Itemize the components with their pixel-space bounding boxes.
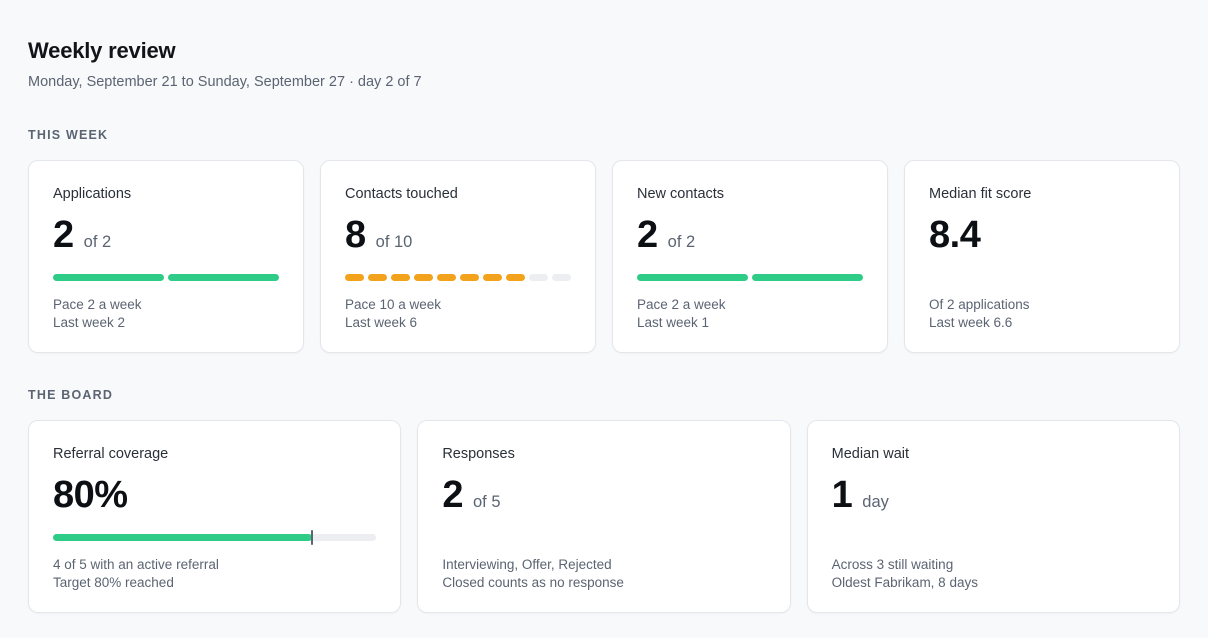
card-notes: Pace 10 a week Last week 6 <box>345 296 571 332</box>
metric: 1 day <box>832 472 1155 520</box>
card-notes: Interviewing, Offer, Rejected Closed cou… <box>442 556 765 592</box>
progress-segment-filled <box>345 274 364 281</box>
card-label: Median fit score <box>929 186 1032 202</box>
progress-segment-filled <box>637 274 748 281</box>
card-median-wait: Median wait 1 day Across 3 still waiting… <box>806 420 1180 613</box>
pace-text: Pace 2 a week <box>53 297 142 312</box>
card-label: New contacts <box>637 186 725 202</box>
metric-value: 8 <box>345 214 366 256</box>
card-notes: Across 3 still waiting Oldest Fabrikam, … <box>832 556 1155 592</box>
oldest-text: Oldest Fabrikam, 8 days <box>831 575 978 590</box>
metric-value: 8.4 <box>929 214 981 256</box>
metric-unit: of 2 <box>83 233 112 251</box>
progress-segment-filled <box>414 274 433 281</box>
segmented-progress-bar <box>345 274 571 281</box>
bar-spacer <box>929 274 1155 281</box>
metric: 8.4 <box>929 212 1155 260</box>
card-new-contacts: New contacts 2 of 2 Pace 2 a week Last w… <box>612 160 888 353</box>
metric: 2 of 2 <box>53 212 279 260</box>
progress-segment-filled <box>506 274 525 281</box>
card-label: Responses <box>442 446 515 462</box>
progress-segment-filled <box>752 274 863 281</box>
basis-text: Of 2 applications <box>929 297 1030 312</box>
card-label: Contacts touched <box>345 186 458 202</box>
metric-unit: day <box>862 493 889 511</box>
metric: 2 of 2 <box>637 212 863 260</box>
progress-segment-filled <box>437 274 456 281</box>
card-notes: Pace 2 a week Last week 2 <box>53 296 279 332</box>
referral-progress-bar <box>53 530 377 545</box>
bar-spacer <box>832 534 1155 541</box>
metric-unit: of 10 <box>375 233 413 251</box>
progress-segment-empty <box>552 274 571 281</box>
target-text: Target 80% reached <box>53 575 174 590</box>
card-notes: Pace 2 a week Last week 1 <box>637 296 863 332</box>
pace-text: Pace 2 a week <box>637 297 726 312</box>
progress-segment-empty <box>529 274 548 281</box>
card-median-fit-score: Median fit score 8.4 Of 2 applications L… <box>904 160 1180 353</box>
progress-segment-filled <box>368 274 387 281</box>
card-applications: Applications 2 of 2 Pace 2 a week Last w… <box>28 160 304 353</box>
last-week-text: Last week 6 <box>345 315 418 330</box>
progress-segment-filled <box>460 274 479 281</box>
progress-fill <box>53 534 312 541</box>
closed-note-text: Closed counts as no response <box>442 575 624 590</box>
last-week-text: Last week 1 <box>637 315 710 330</box>
metric-value: 1 <box>831 474 853 516</box>
last-week-text: Last week 6.6 <box>929 315 1013 330</box>
progress-segment-filled <box>483 274 502 281</box>
card-label: Applications <box>53 186 132 202</box>
card-responses: Responses 2 of 5 Interviewing, Offer, Re… <box>417 420 791 613</box>
metric-value: 2 <box>53 214 74 256</box>
progress-segment-filled <box>391 274 410 281</box>
board-cards: Referral coverage 80% 4 of 5 with an act… <box>28 420 1180 613</box>
metric-value: 80% <box>53 474 128 516</box>
metric: 2 of 5 <box>442 472 765 520</box>
section-label-the-board: THE BOARD <box>28 388 114 402</box>
target-marker <box>310 530 313 545</box>
metric-unit: of 2 <box>667 233 696 251</box>
metric-unit: of 5 <box>472 493 501 511</box>
last-week-text: Last week 2 <box>53 315 126 330</box>
segmented-progress-bar <box>637 274 863 281</box>
card-referral-coverage: Referral coverage 80% 4 of 5 with an act… <box>28 420 402 613</box>
card-label: Referral coverage <box>53 446 169 462</box>
metric: 8 of 10 <box>345 212 571 260</box>
bar-spacer <box>442 534 765 541</box>
card-contacts-touched: Contacts touched 8 of 10 Pace 10 a week … <box>320 160 596 353</box>
progress-segment-filled <box>53 274 164 281</box>
section-label-this-week: THIS WEEK <box>28 128 109 142</box>
page-subtitle: Monday, September 21 to Sunday, Septembe… <box>28 74 422 90</box>
progress-segment-filled <box>168 274 279 281</box>
segmented-progress-bar <box>53 274 279 281</box>
pace-text: Pace 10 a week <box>345 297 442 312</box>
referral-count-text: 4 of 5 with an active referral <box>53 557 219 572</box>
page-title: Weekly review <box>28 38 176 63</box>
metric-value: 2 <box>637 214 658 256</box>
card-label: Median wait <box>831 446 910 462</box>
metric-value: 2 <box>442 474 463 516</box>
weekly-review-page: Weekly review Monday, September 21 to Su… <box>28 38 1180 613</box>
metric: 80% <box>53 472 376 520</box>
waiting-count-text: Across 3 still waiting <box>831 557 954 572</box>
response-types-text: Interviewing, Offer, Rejected <box>442 557 612 572</box>
this-week-cards: Applications 2 of 2 Pace 2 a week Last w… <box>28 160 1180 353</box>
card-notes: 4 of 5 with an active referral Target 80… <box>53 556 376 592</box>
card-notes: Of 2 applications Last week 6.6 <box>929 296 1155 332</box>
